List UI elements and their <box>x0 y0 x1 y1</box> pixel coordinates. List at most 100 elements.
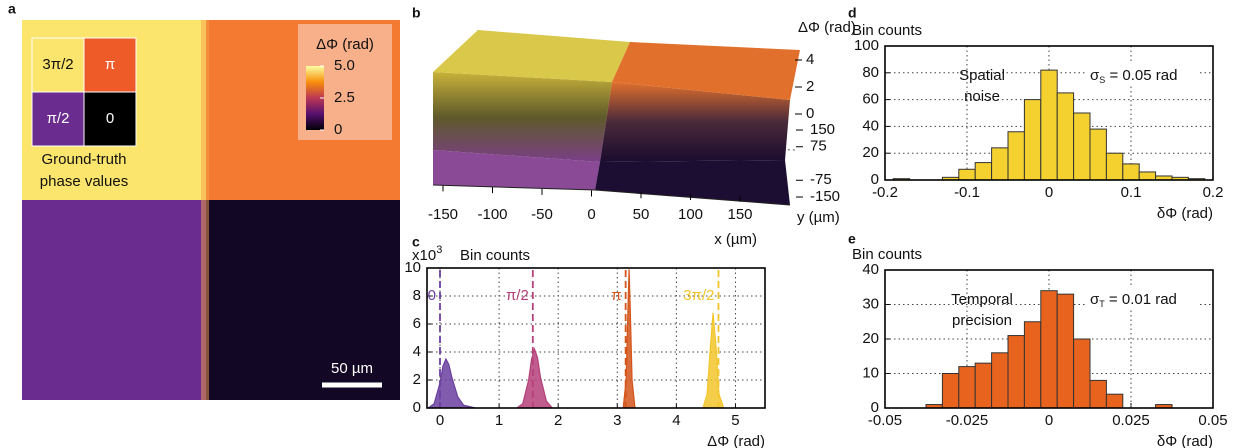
x-axis-label: ΔΦ (rad) <box>707 433 765 448</box>
histogram-bar <box>1122 163 1140 181</box>
peak-area <box>427 357 476 409</box>
x-tick-label: -0.1 <box>954 184 980 201</box>
surface-plot <box>432 30 800 206</box>
y-tick-label: 4 <box>413 343 421 360</box>
x-tick-label: 0.1 <box>1121 184 1142 201</box>
histogram-bar <box>1056 92 1075 181</box>
x-tick-label: 5 <box>731 412 739 429</box>
x-tick-label: 3 <box>613 412 621 429</box>
histogram-bar <box>958 366 976 409</box>
histogram-bar <box>1073 112 1091 181</box>
histogram-bar <box>1040 69 1058 181</box>
y-tick-label: 40 <box>862 117 879 134</box>
series-label: 3π/2 <box>683 287 714 304</box>
scale-bar-label: 50 µm <box>331 360 373 377</box>
plot-frame <box>426 267 766 409</box>
y-tick-label: 30 <box>862 295 879 312</box>
quadrant-label: 3π/2 <box>42 56 73 73</box>
annotation-bg <box>1085 288 1197 310</box>
panel-label: e <box>848 231 856 247</box>
y-tick-label: 40 <box>862 261 879 278</box>
x-tick-label: -0.025 <box>946 412 989 429</box>
x-tick-label: 50 <box>633 206 650 223</box>
x-tick-label: -0.05 <box>868 412 902 429</box>
z-tick-label: 0 <box>806 105 814 122</box>
sigma-symbol: σ <box>1090 291 1100 308</box>
x-tick-label: -0.2 <box>872 184 898 201</box>
x-tick-label: -150 <box>428 206 458 223</box>
y-tick-label: 100 <box>854 37 879 54</box>
quadrant-label: π/2 <box>47 110 70 127</box>
y-tick-label: 8 <box>413 287 421 304</box>
histogram-bar <box>1105 152 1124 181</box>
x-tick-label: 1 <box>495 412 503 429</box>
y-tick-label: 60 <box>862 91 879 108</box>
y-tick-label: 80 <box>862 64 879 81</box>
y-axis-label: Bin counts <box>852 22 922 39</box>
panel-label: c <box>412 234 420 250</box>
panel-label: d <box>848 5 857 21</box>
peak-area <box>702 312 725 409</box>
histogram-bar <box>941 373 960 409</box>
x-tick-label: -100 <box>477 206 507 223</box>
histogram-bar <box>974 162 993 181</box>
x-tick-label: -50 <box>531 206 553 223</box>
z-tick-label: 2 <box>806 78 814 95</box>
plot-frame <box>884 269 1214 409</box>
histogram-bar <box>1023 99 1042 181</box>
annotation-bg <box>1085 64 1197 86</box>
y-tick-label: 20 <box>862 330 879 347</box>
sigma-annotation: σT = 0.01 rad <box>1090 291 1177 309</box>
y-axis-label: Bin counts <box>460 247 530 264</box>
y-tick-label: 75 <box>810 138 827 155</box>
plot-frame <box>884 45 1214 181</box>
annotation: noise <box>964 88 1000 105</box>
y-axis-label: Bin counts <box>852 246 922 263</box>
x-tick-label: 0 <box>587 206 595 223</box>
sigma-text: = 0.05 rad <box>1105 67 1177 84</box>
y-tick-label: 10 <box>862 364 879 381</box>
histogram-bar <box>1073 338 1091 409</box>
x-tick-label: 0.05 <box>1198 412 1227 429</box>
annotation: Spatial <box>959 67 1005 84</box>
caption: phase values <box>40 173 128 190</box>
panel-label: a <box>8 1 16 17</box>
sigma-text: = 0.01 rad <box>1105 291 1177 308</box>
y-tick-label: 2 <box>413 371 421 388</box>
annotation: precision <box>952 312 1012 329</box>
y-tick-label: -75 <box>810 171 832 188</box>
histogram-bar <box>1040 290 1058 409</box>
phase-image <box>22 20 400 400</box>
sigma-annotation: σS = 0.05 rad <box>1090 67 1177 85</box>
series-label: 0 <box>428 287 436 304</box>
histogram-bar <box>1056 293 1075 409</box>
y-tick-label: 0 <box>413 399 421 416</box>
y-tick-label: -150 <box>810 188 840 205</box>
histogram-bar <box>1138 171 1157 181</box>
histogram-bar <box>1023 321 1042 409</box>
x-axis-label: δΦ (rad) <box>1157 205 1213 222</box>
y-tick-label: 150 <box>810 121 835 138</box>
histogram-bar <box>1089 128 1107 181</box>
y-tick-label: 0 <box>871 399 879 416</box>
peak-area <box>516 347 553 409</box>
quadrant-label: π <box>105 56 115 73</box>
z-tick-label: 4 <box>806 51 814 68</box>
y-axis-label: y (µm) <box>797 209 840 226</box>
y-multiplier: x103 <box>412 244 442 264</box>
x-tick-label: 0 <box>1045 184 1053 201</box>
histogram-bar <box>1007 335 1025 409</box>
histogram-bar <box>1089 379 1107 409</box>
panel-label: b <box>412 5 421 21</box>
quadrant-label: 0 <box>106 110 114 127</box>
x-tick-label: 0.2 <box>1203 184 1224 201</box>
x-tick-label: 0 <box>436 412 444 429</box>
y-tick-label: 0 <box>871 171 879 188</box>
histogram-bar <box>1105 393 1124 409</box>
histogram-bar <box>991 352 1009 409</box>
x-tick-label: 2 <box>554 412 562 429</box>
x-tick-label: 4 <box>672 412 680 429</box>
y-tick-label: 10 <box>404 259 421 276</box>
x-tick-label: 100 <box>678 206 703 223</box>
